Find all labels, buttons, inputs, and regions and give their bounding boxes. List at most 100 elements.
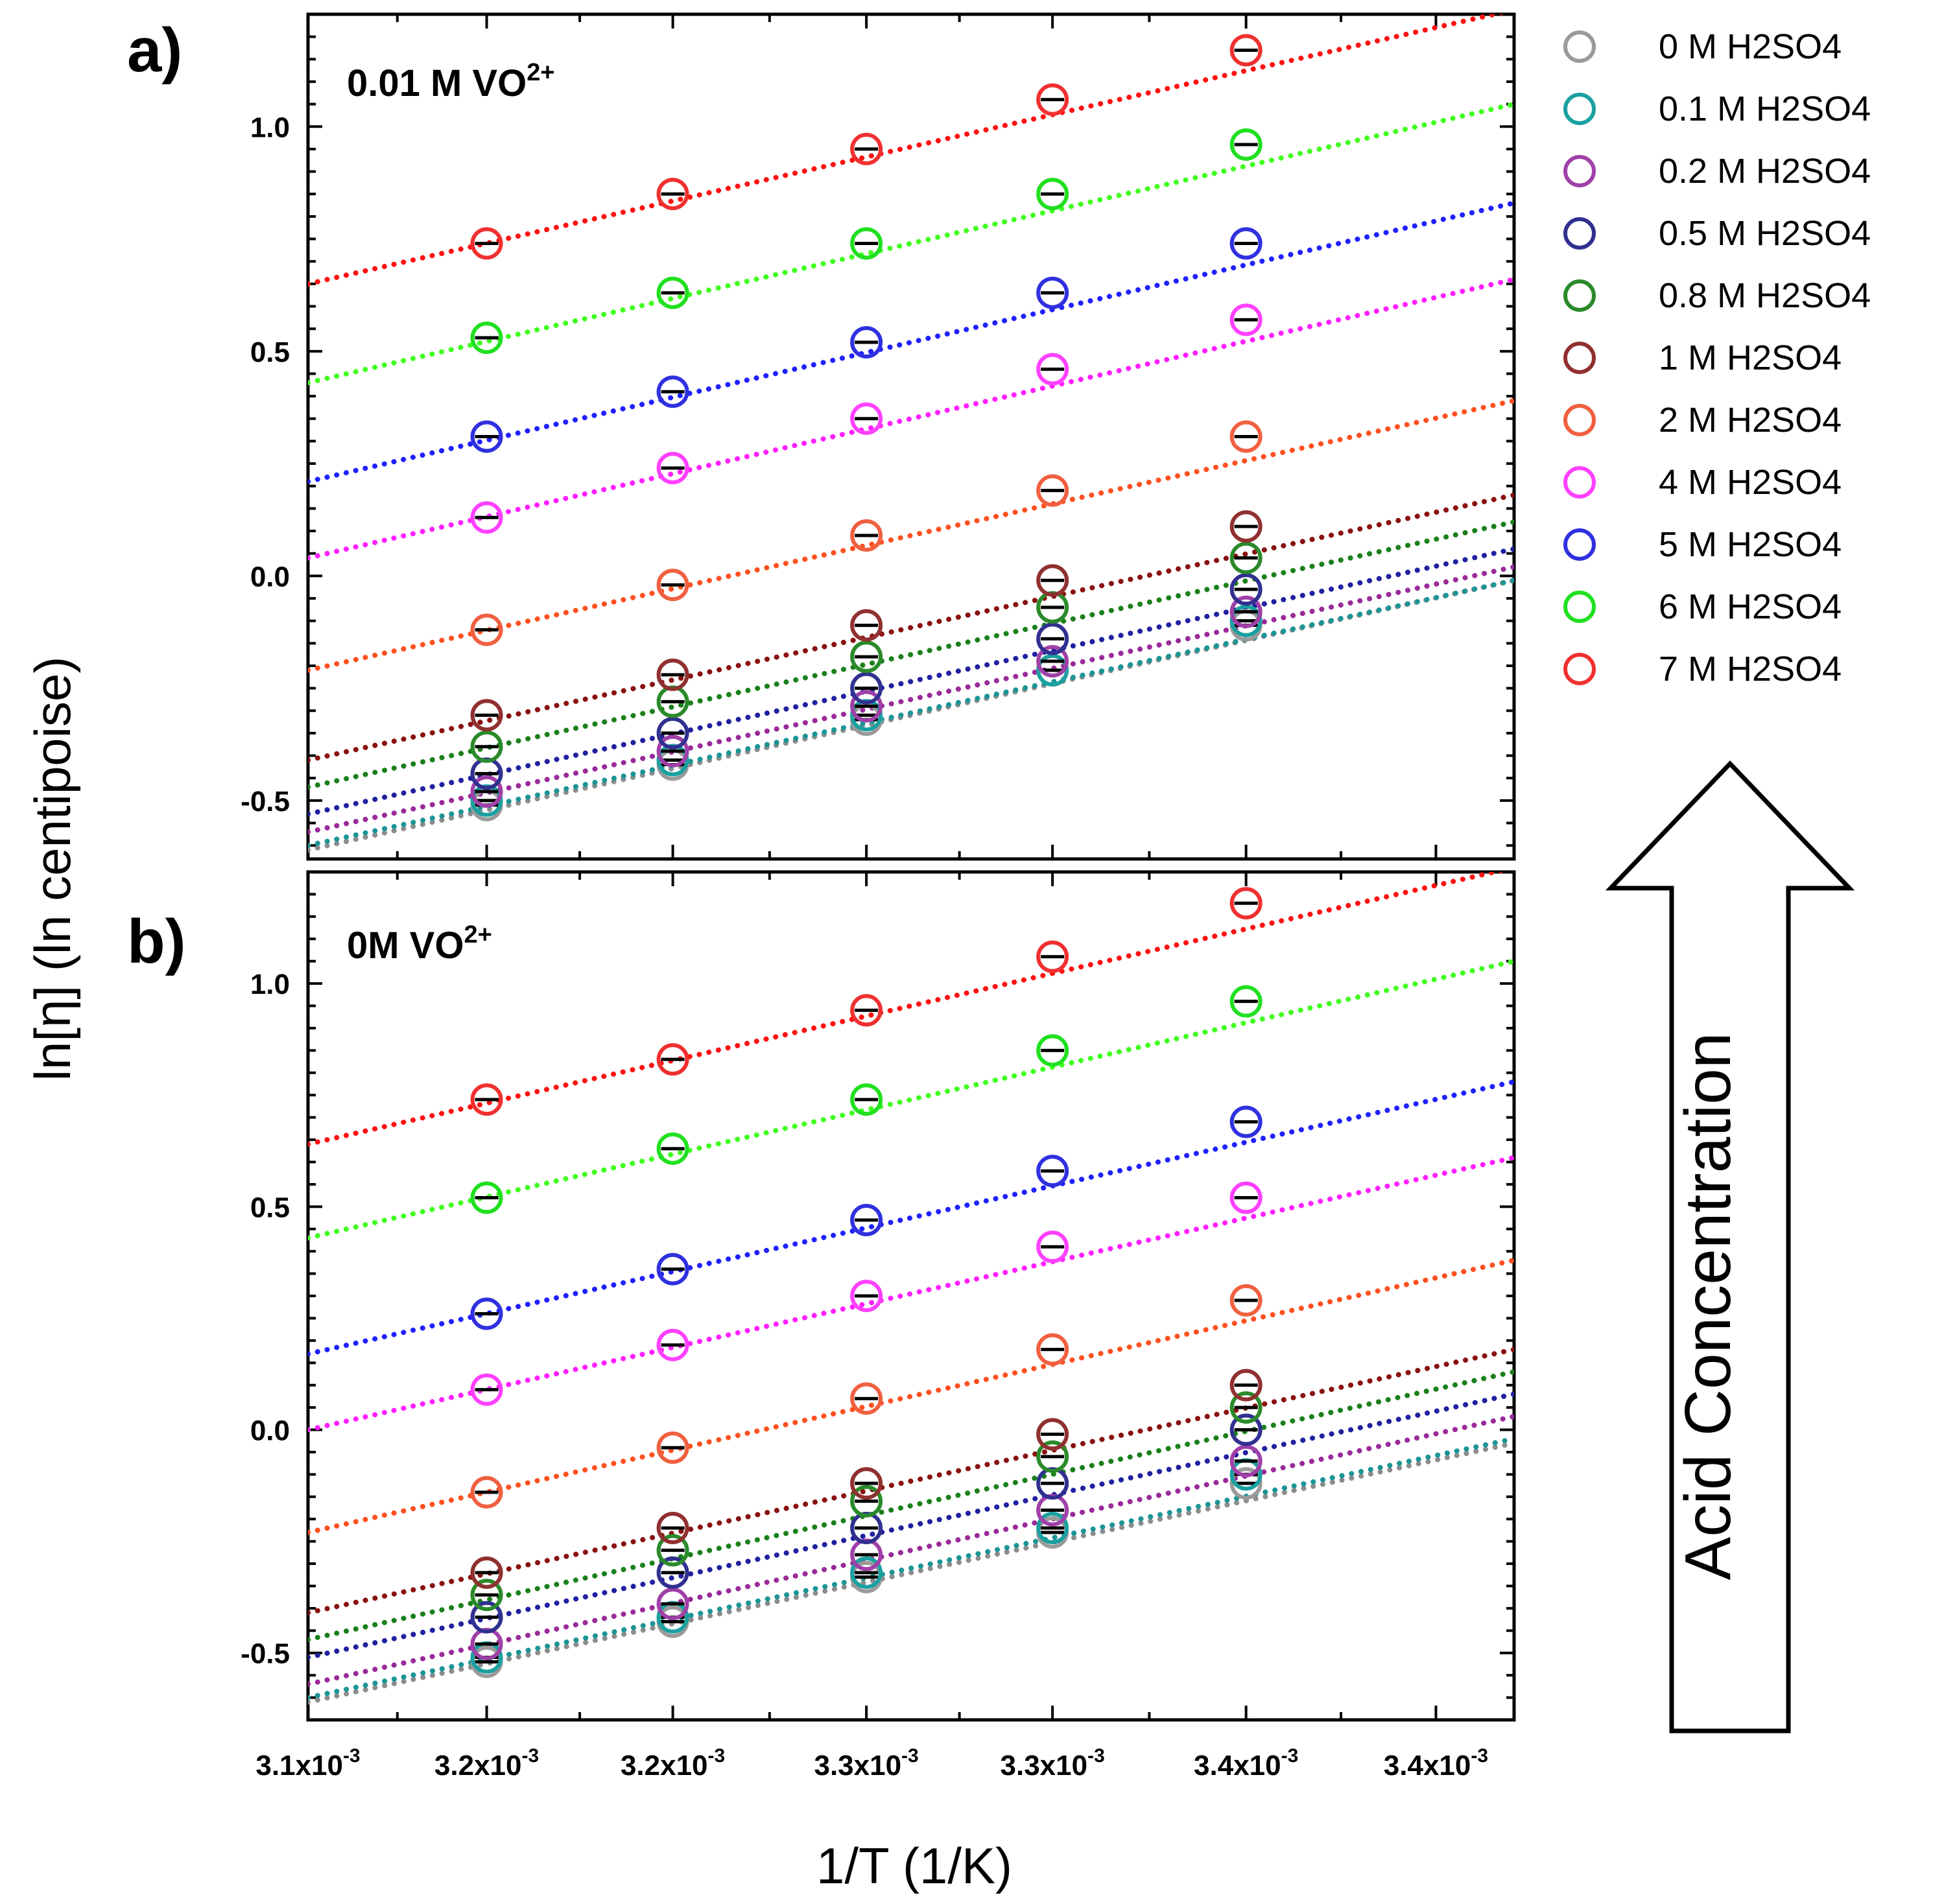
acid-concentration-arrow: Acid Concentration (1605, 760, 1855, 1734)
fit-line (308, 1413, 1514, 1687)
legend-marker (1563, 93, 1596, 125)
y-tick-label: 0.5 (250, 336, 290, 368)
data-point (1036, 474, 1069, 507)
series-markers (470, 510, 1262, 732)
series-markers (470, 887, 1262, 1116)
fit-line (308, 1436, 1514, 1700)
data-point (656, 1132, 689, 1165)
fit-lines (308, 14, 1514, 853)
data-point (656, 1431, 689, 1464)
legend-label: 0.5 M H2SO4 (1659, 214, 1871, 253)
x-tick-labels: 3.1x10-3 3.2x10-3 3.2x10-3 3.3x10-3 3.3x10-3… (255, 1745, 1488, 1781)
y-tick-label: -0.5 (241, 786, 290, 817)
data-point (1036, 353, 1069, 386)
series-markers (470, 604, 1262, 817)
data-point (470, 1373, 503, 1406)
legend-label: 0.1 M H2SO4 (1659, 89, 1871, 128)
data-point (656, 276, 689, 309)
fit-line (308, 958, 1514, 1241)
legend-label: 0 M H2SO4 (1659, 27, 1842, 66)
data-point (1229, 1391, 1262, 1424)
data-point (1036, 1511, 1069, 1544)
data-point (850, 402, 883, 435)
legend-label: 7 M H2SO4 (1659, 650, 1842, 688)
legend-marker (1563, 591, 1596, 623)
fit-line (308, 578, 1514, 849)
data-point (470, 730, 503, 763)
legend-label: 5 M H2SO4 (1659, 525, 1842, 564)
data-point (850, 690, 883, 723)
fit-line (308, 1440, 1514, 1705)
data-point (1036, 276, 1069, 309)
data-point (850, 325, 883, 358)
legend-label: 0.2 M H2SO4 (1659, 152, 1871, 191)
legend-marker (1563, 528, 1596, 561)
data-point (1229, 1467, 1262, 1500)
series-markers (470, 1105, 1262, 1330)
x-tick-label: 3.4x10-3 (1194, 1745, 1298, 1781)
series-markers (470, 1413, 1262, 1634)
data-point (1036, 1155, 1069, 1188)
series-markers (470, 1284, 1262, 1509)
data-point (1036, 83, 1069, 116)
data-point (1229, 1413, 1262, 1446)
legend-item: 0.2 M H2SO4 (1563, 152, 1871, 191)
y-axis-title: ln[η] (ln centipoise) (24, 657, 81, 1081)
data-point (1229, 34, 1262, 67)
legend-marker (1563, 30, 1596, 63)
data-point (1036, 1034, 1069, 1067)
data-point (470, 227, 503, 260)
legend-marker (1563, 155, 1596, 187)
legend-marker (1563, 217, 1596, 250)
data-point (850, 227, 883, 260)
panel-a-label: a) (127, 16, 182, 85)
data-point (1229, 595, 1262, 628)
fit-line (308, 564, 1514, 835)
data-point (1229, 227, 1262, 260)
data-point (656, 178, 689, 211)
series-markers (470, 985, 1262, 1214)
data-point (1229, 541, 1262, 574)
legend-marker (1563, 404, 1596, 436)
data-point (470, 613, 503, 646)
series-markers (470, 303, 1262, 534)
data-point (656, 375, 689, 408)
data-point (1229, 985, 1262, 1018)
data-point (1229, 303, 1262, 336)
data-point (850, 1083, 883, 1116)
data-point (850, 1382, 883, 1415)
data-point (656, 1588, 689, 1621)
x-tick-label: 3.4x10-3 (1384, 1745, 1488, 1781)
fit-line (308, 200, 1514, 484)
series-markers (470, 1369, 1262, 1589)
legend-label: 1 M H2SO4 (1659, 338, 1842, 377)
fit-line (308, 519, 1514, 790)
data-point (656, 1511, 689, 1544)
fit-line (308, 546, 1514, 817)
series-markers (470, 541, 1262, 763)
data-point (1229, 1181, 1262, 1214)
fit-line (308, 1257, 1514, 1535)
data-point (850, 609, 883, 642)
data-point (1229, 128, 1262, 161)
fit-line (308, 1155, 1514, 1433)
fit-line (308, 276, 1514, 561)
series-markers (470, 1458, 1262, 1674)
legend-marker (1563, 653, 1596, 685)
data-point (850, 1203, 883, 1236)
legend-item: 0.5 M H2SO4 (1563, 214, 1871, 253)
data-point (656, 1043, 689, 1076)
data-point (470, 1601, 503, 1634)
data-point (1229, 573, 1262, 606)
data-point (470, 1556, 503, 1589)
data-point (656, 569, 689, 602)
data-point (656, 1534, 689, 1567)
data-point (470, 1475, 503, 1509)
data-point (850, 519, 883, 552)
data-point (470, 1083, 503, 1116)
data-point (1036, 1418, 1069, 1451)
data-point (470, 775, 503, 808)
plot-frame (306, 12, 1516, 861)
fit-lines (308, 872, 1514, 1705)
